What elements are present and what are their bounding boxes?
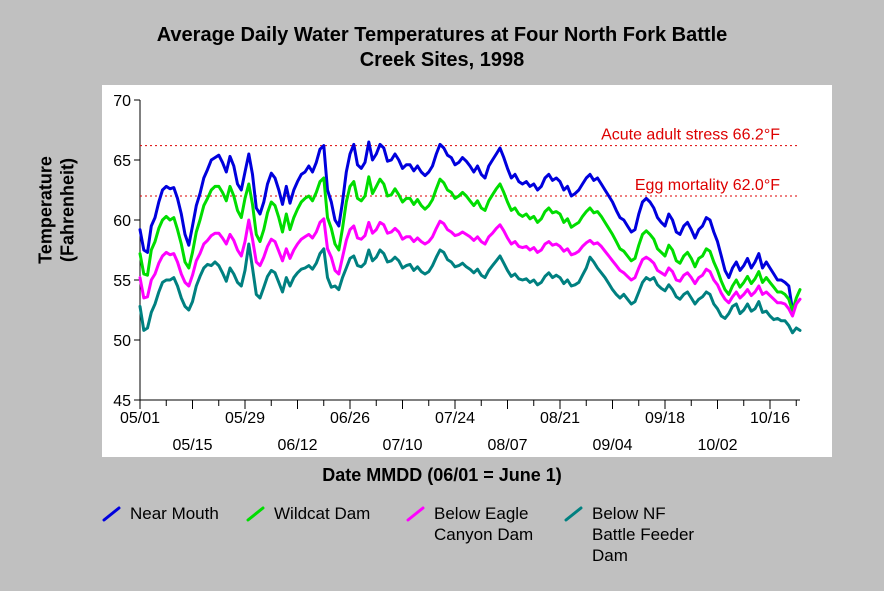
legend-label: Dam — [592, 546, 628, 565]
y-axis-label-line-1: Temperature — [35, 156, 56, 264]
x-tick-label: 08/21 — [540, 410, 580, 427]
legend-label: Wildcat Dam — [274, 504, 371, 523]
legend-label: Battle Feeder — [592, 525, 695, 544]
y-tick-label: 60 — [113, 213, 131, 230]
x-tick-label: 09/18 — [645, 410, 685, 427]
legend-item: Below NF Battle Feeder Dam — [592, 503, 694, 566]
series-line-below-nf-battle-feeder-dam — [138, 242, 802, 335]
x-tick-label: 09/04 — [592, 437, 632, 454]
x-tick-label: 07/24 — [435, 410, 475, 427]
legend-swatch — [102, 506, 121, 522]
y-tick-label: 55 — [113, 273, 131, 290]
x-tick-label: 06/12 — [277, 437, 317, 454]
legend-label: Below NF — [592, 504, 666, 523]
x-tick-label: 05/01 — [120, 410, 160, 427]
chart-title-line-1: Average Daily Water Temperatures at Four… — [156, 24, 728, 46]
series-line-near-mouth — [138, 140, 794, 312]
x-tick-label: 06/26 — [330, 410, 370, 427]
x-tick-label: 05/29 — [225, 410, 265, 427]
legend-item: Wildcat Dam — [274, 503, 370, 524]
x-tick-label: 10/02 — [697, 437, 737, 454]
y-tick-label: 50 — [113, 333, 131, 350]
legend-label: Below Eagle — [434, 504, 529, 523]
legend-item: Below Eagle Canyon Dam — [434, 503, 533, 545]
x-tick-label: 10/16 — [750, 410, 790, 427]
x-tick-label: 05/15 — [172, 437, 212, 454]
series-line-wildcat-dam — [138, 175, 802, 313]
legend-label: Near Mouth — [130, 504, 219, 523]
y-axis-label-line-2: (Fahrenheit) — [57, 157, 78, 263]
x-tick-label: 07/10 — [382, 437, 422, 454]
legend-swatch — [564, 506, 583, 522]
x-axis-label: Date MMDD (06/01 = June 1) — [322, 465, 562, 485]
reference-line-label: Acute adult stress 66.2°F — [601, 127, 780, 144]
legend-label: Canyon Dam — [434, 525, 534, 544]
y-tick-label: 70 — [113, 93, 131, 110]
chart-title-line-2: Creek Sites, 1998 — [359, 49, 525, 71]
y-tick-label: 45 — [113, 393, 131, 410]
legend-swatch — [246, 506, 265, 522]
legend-swatch — [406, 506, 425, 522]
series-line-below-eagle-canyon-dam — [138, 217, 802, 318]
y-tick-label: 65 — [113, 153, 131, 170]
reference-line-label: Egg mortality 62.0°F — [635, 177, 780, 194]
legend-item: Near Mouth — [130, 503, 219, 524]
x-tick-label: 08/07 — [487, 437, 527, 454]
